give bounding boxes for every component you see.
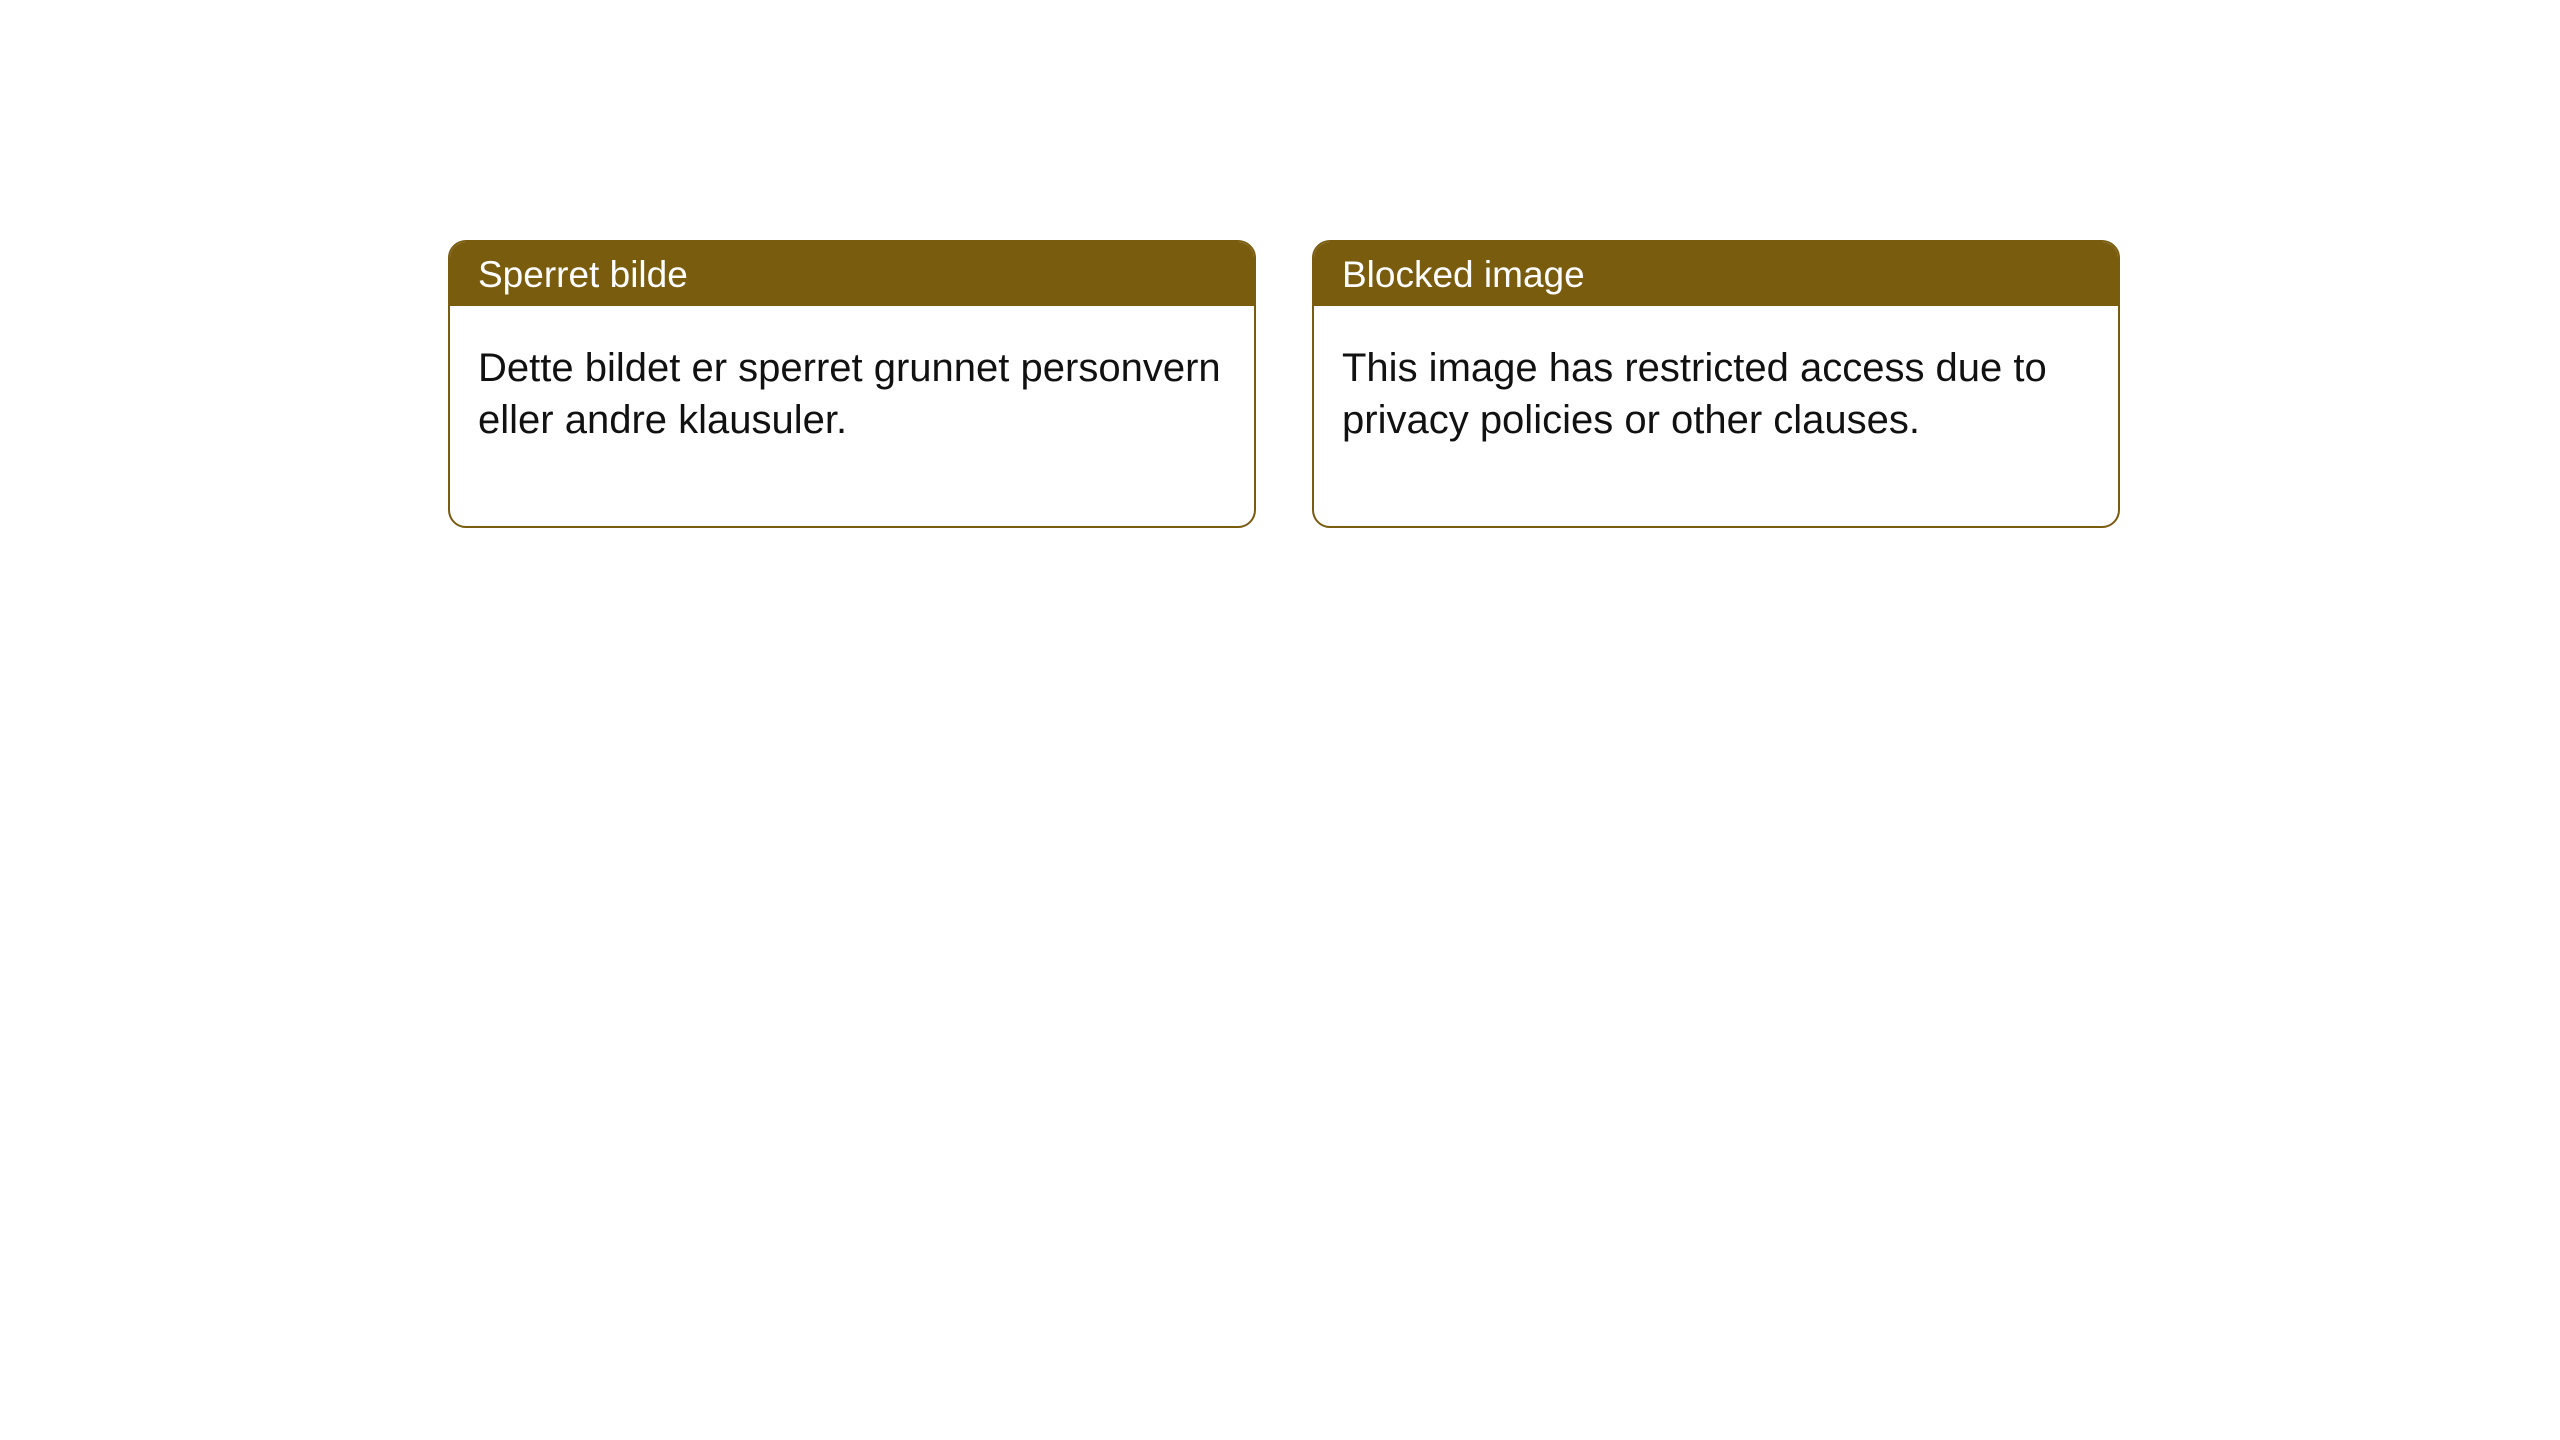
card-english: Blocked image This image has restricted …	[1312, 240, 2120, 528]
card-body-text-english: This image has restricted access due to …	[1342, 346, 2047, 442]
card-body-norwegian: Dette bildet er sperret grunnet personve…	[450, 306, 1254, 526]
blocked-image-cards: Sperret bilde Dette bildet er sperret gr…	[448, 240, 2560, 528]
card-title-english: Blocked image	[1342, 254, 1585, 295]
card-title-norwegian: Sperret bilde	[478, 254, 688, 295]
card-norwegian: Sperret bilde Dette bildet er sperret gr…	[448, 240, 1256, 528]
card-header-english: Blocked image	[1314, 242, 2118, 306]
card-body-text-norwegian: Dette bildet er sperret grunnet personve…	[478, 346, 1221, 442]
card-body-english: This image has restricted access due to …	[1314, 306, 2118, 526]
card-header-norwegian: Sperret bilde	[450, 242, 1254, 306]
